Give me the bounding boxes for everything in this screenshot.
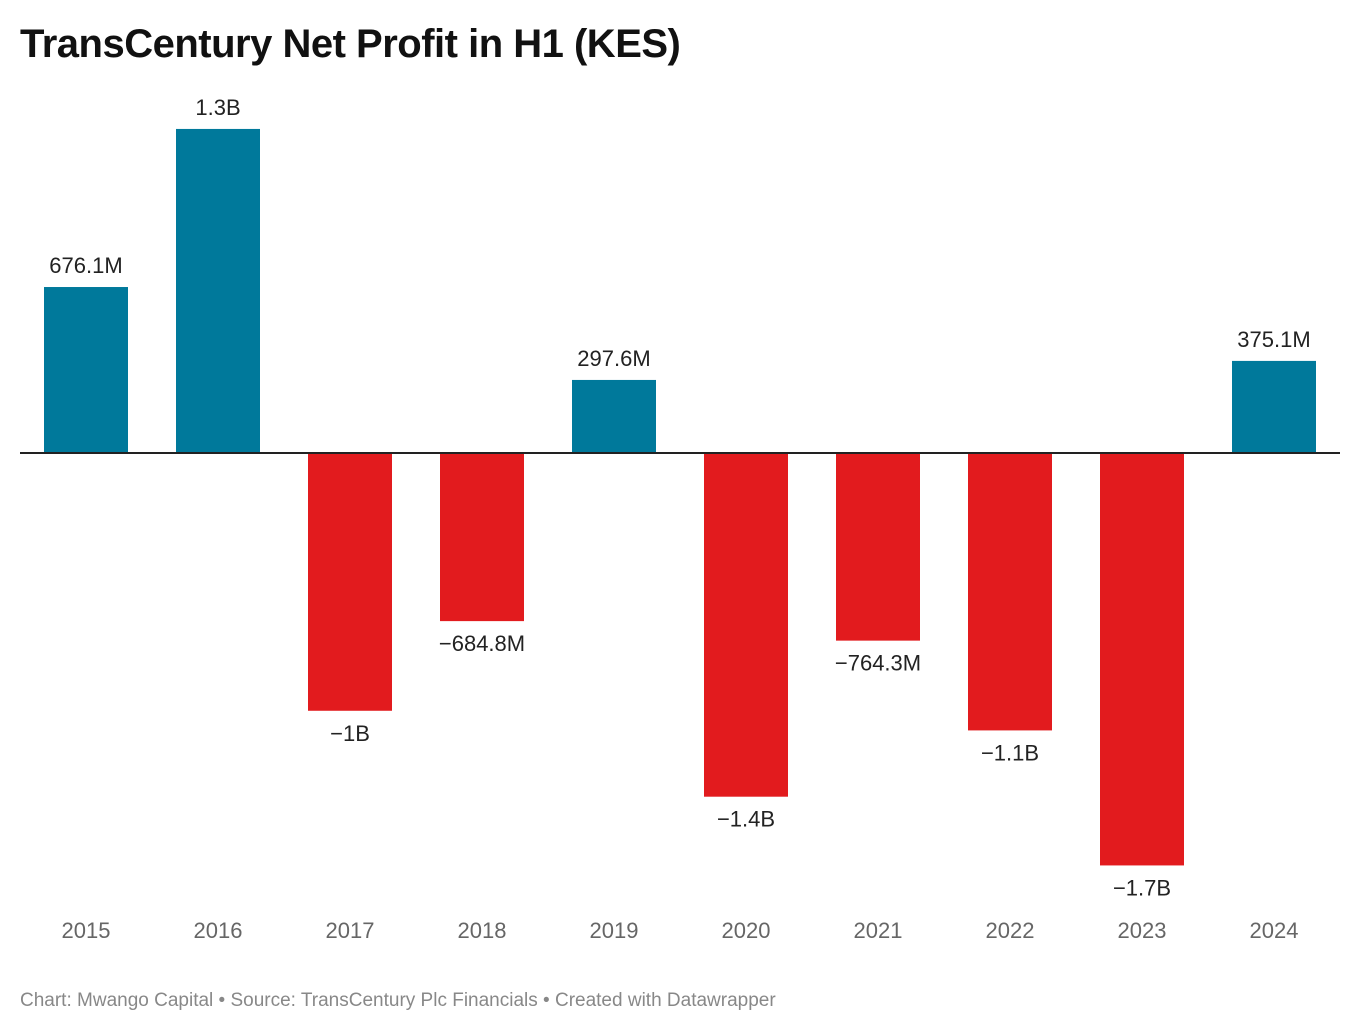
x-tick-label-2020: 2020 <box>722 918 771 943</box>
bar-2015 <box>44 287 128 453</box>
x-tick-label-2019: 2019 <box>590 918 639 943</box>
x-tick-label-2017: 2017 <box>326 918 375 943</box>
chart-title: TransCentury Net Profit in H1 (KES) <box>20 22 681 66</box>
chart-footer: Chart: Mwango Capital • Source: TransCen… <box>20 990 776 1011</box>
data-label-2021: −764.3M <box>835 651 921 676</box>
bar-2017 <box>308 453 392 711</box>
data-label-2019: 297.6M <box>577 346 650 371</box>
data-label-2024: 375.1M <box>1237 327 1310 352</box>
bar-2020 <box>704 453 788 797</box>
x-tick-label-2022: 2022 <box>986 918 1035 943</box>
bar-2016 <box>176 128 260 453</box>
bar-2019 <box>572 379 656 453</box>
x-tick-label-2015: 2015 <box>62 918 111 943</box>
data-label-2018: −684.8M <box>439 631 525 656</box>
bar-2023 <box>1100 453 1184 866</box>
data-label-2016: 1.3B <box>195 95 240 120</box>
data-label-2022: −1.1B <box>981 740 1039 765</box>
data-label-2015: 676.1M <box>49 253 122 278</box>
x-tick-label-2023: 2023 <box>1118 918 1167 943</box>
data-label-2023: −1.7B <box>1113 875 1171 900</box>
data-label-2017: −1B <box>330 721 370 746</box>
x-tick-label-2021: 2021 <box>854 918 903 943</box>
bar-2022 <box>968 453 1052 731</box>
bar-2018 <box>440 453 524 622</box>
x-tick-label-2024: 2024 <box>1250 918 1299 943</box>
data-label-2020: −1.4B <box>717 807 775 832</box>
bar-2024 <box>1232 360 1316 453</box>
x-tick-label-2016: 2016 <box>194 918 243 943</box>
x-tick-label-2018: 2018 <box>458 918 507 943</box>
bar-2021 <box>836 453 920 641</box>
